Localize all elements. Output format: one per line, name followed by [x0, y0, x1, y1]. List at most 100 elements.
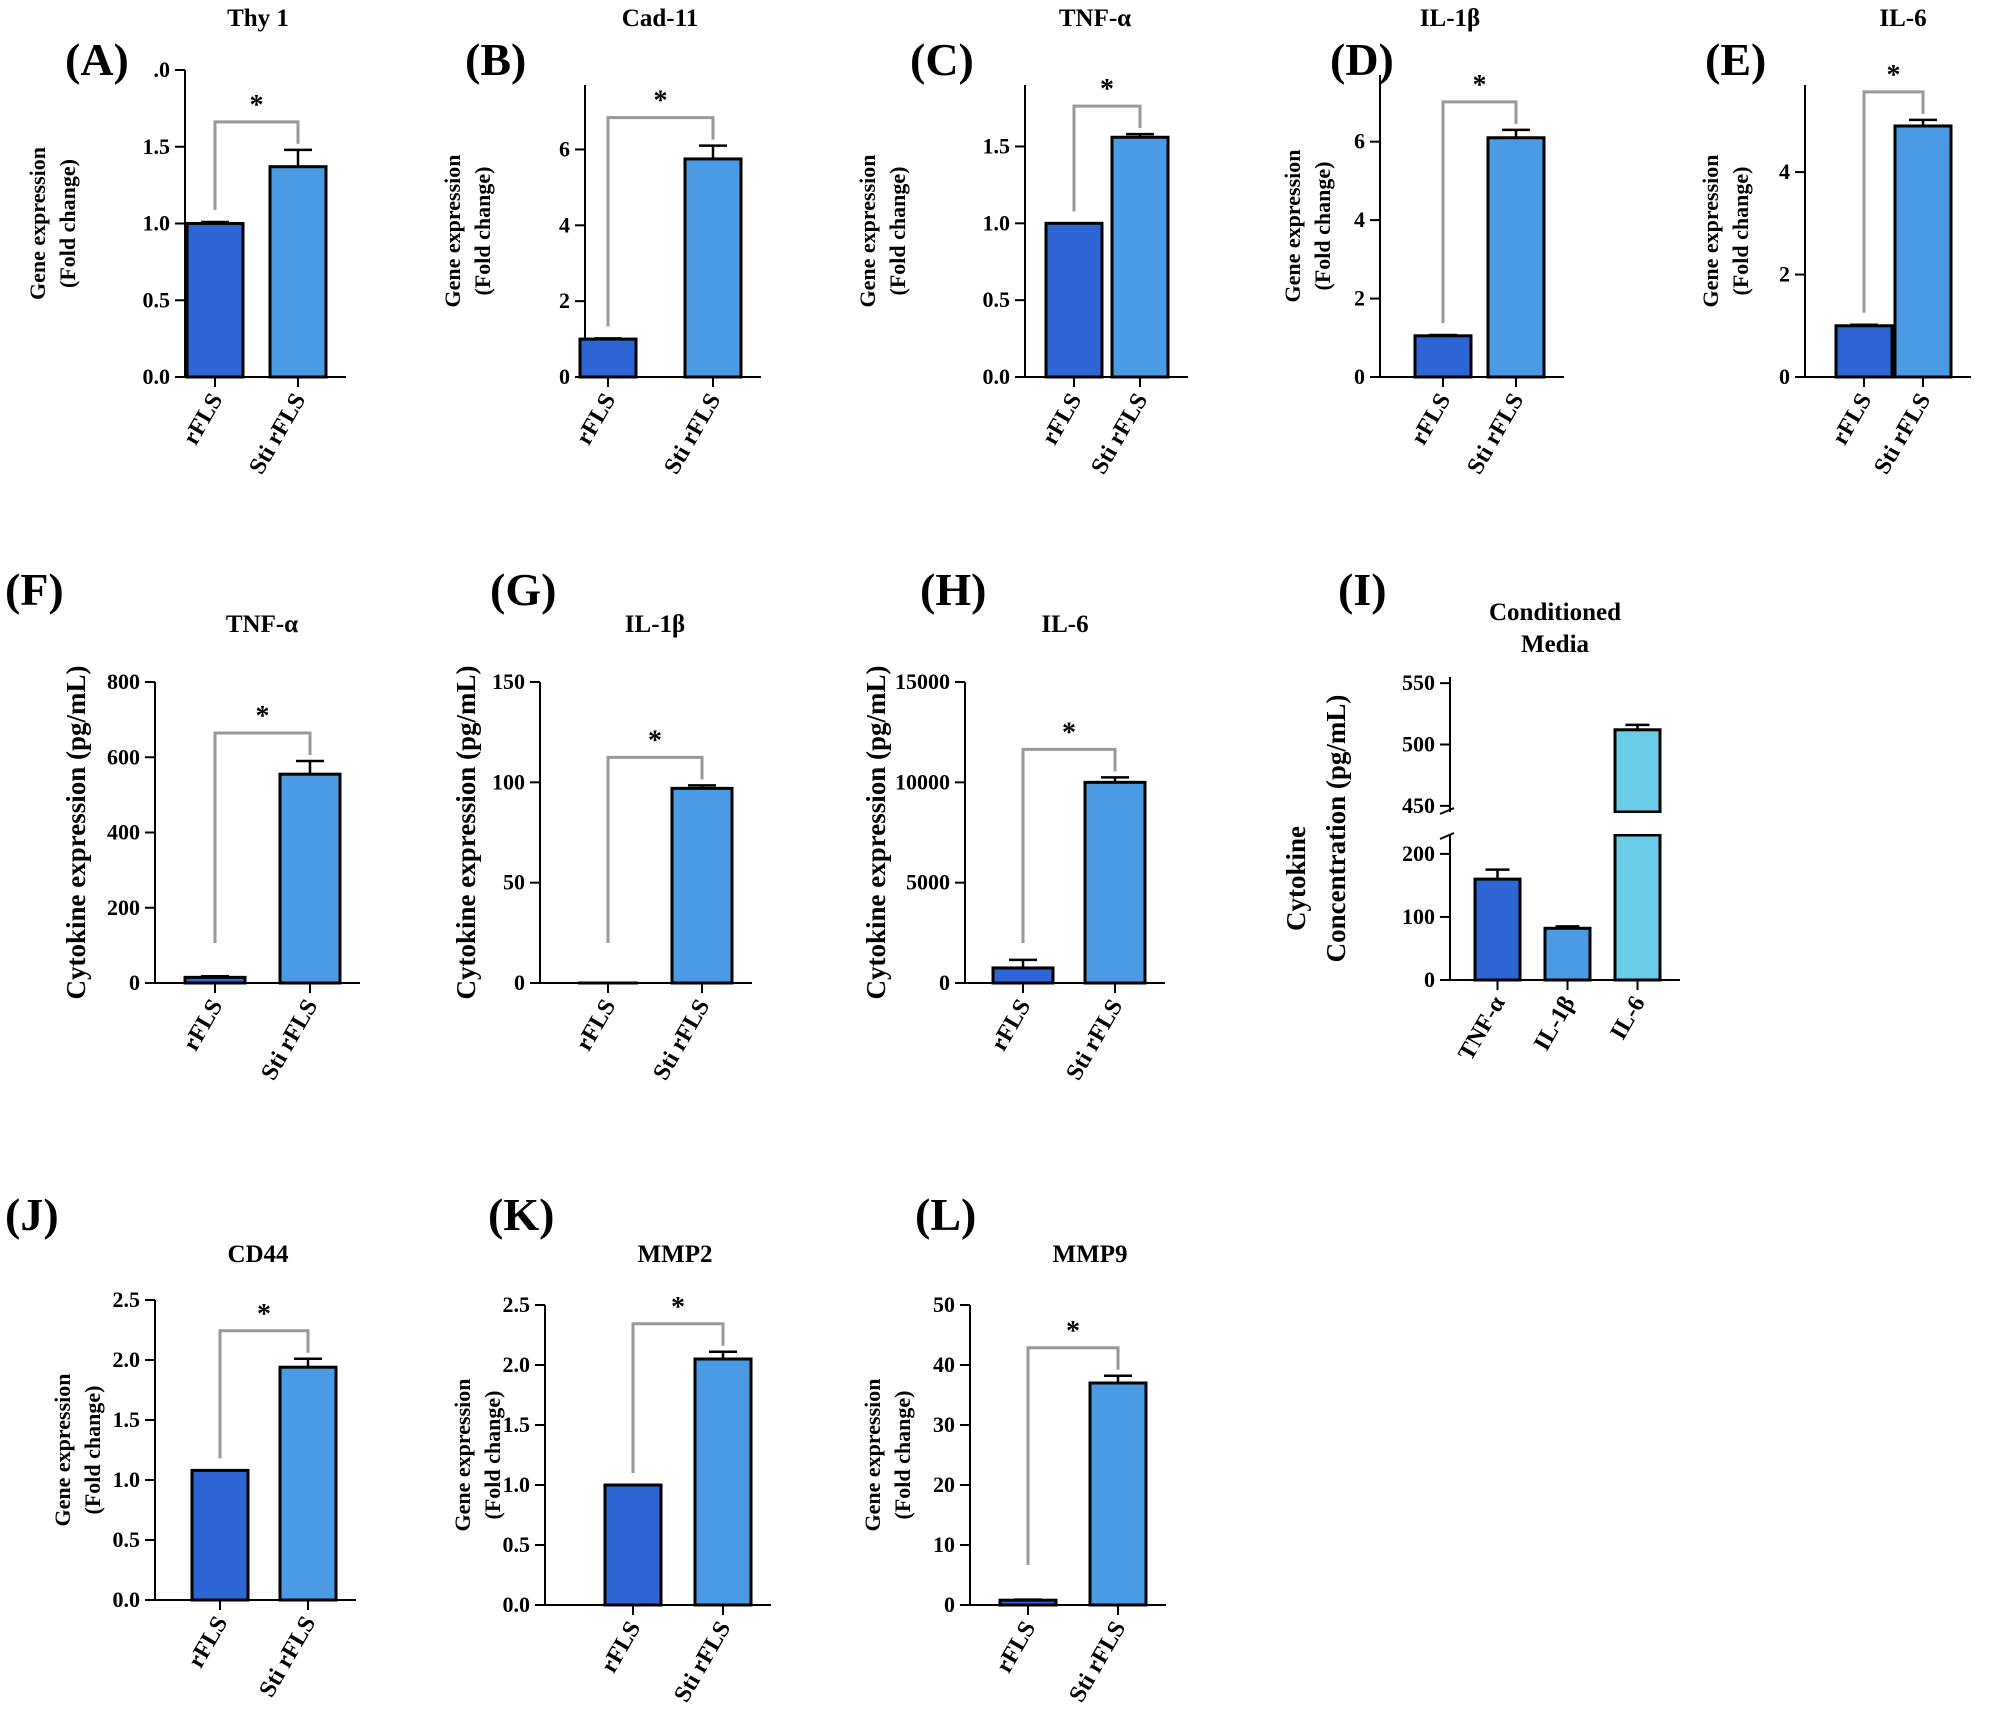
panel-l: (L) MMP9 50 40 30 20 10 0 Gene expression (Fold c… [860, 1189, 1166, 1707]
y-tick-label: 800 [107, 669, 140, 694]
y-tick-label: 550 [1402, 670, 1435, 695]
panel-letter: (H) [920, 564, 986, 615]
y-axis-label: Gene expression [50, 1374, 75, 1527]
significance-bracket [606, 116, 715, 327]
panel-c: (C) TNF-α 1.5 1.0 0.5 0.0 Gene expression (Fold… [855, 5, 1188, 479]
y-tick-label: 0 [1779, 364, 1790, 389]
bar [1613, 728, 1662, 814]
bar [1893, 124, 1953, 379]
x-category-label: rFLS [571, 995, 621, 1055]
y-tick-label: 2.0 [503, 1352, 531, 1377]
x-category-label: Sti rFLS [256, 995, 323, 1085]
y-tick-label: 6 [559, 136, 570, 161]
y-tick-label: 0 [944, 1592, 955, 1617]
y-axis-label: (Fold change) [55, 159, 80, 288]
y-tick-label: 1.0 [983, 210, 1011, 235]
significance-bracket [1072, 104, 1142, 212]
y-tick-label: 2 [1779, 262, 1790, 287]
panel-letter: (J) [5, 1189, 59, 1240]
bar [1413, 334, 1473, 379]
panel-a: (A) Thy 1 .0 1.5 1.0 0.5 0.0 Gene expression (Fo… [25, 5, 346, 479]
x-category-label: rFLS [986, 995, 1036, 1055]
y-tick-label: 0 [129, 970, 140, 995]
y-axis-label: Cytokine [1281, 826, 1311, 931]
y-tick-label: 50 [933, 1292, 955, 1317]
panel-k: (K) MMP2 2.5 2.0 1.5 1.0 0.5 0.0 Gene expression… [450, 1189, 771, 1707]
significance-star: * [1473, 70, 1487, 101]
bar [670, 786, 734, 985]
axis-break-mark [1439, 832, 1455, 840]
y-axis-label: (Fold change) [470, 167, 495, 296]
significance-star: * [648, 725, 662, 756]
x-category-label: Sti rFLS [1086, 389, 1153, 479]
chart-title: IL-1β [625, 611, 685, 638]
y-axis-label: Gene expression [450, 1379, 475, 1532]
y-tick-label: 600 [107, 744, 140, 769]
chart-title: MMP2 [638, 1241, 713, 1268]
chart-title: CD44 [227, 1241, 289, 1268]
panel-letter: (G) [490, 564, 556, 615]
y-tick-label: 40 [933, 1352, 955, 1377]
y-axis-label: Cytokine expression (pg/mL) [861, 665, 891, 999]
chart-title: Conditioned [1489, 599, 1621, 626]
y-tick-label: 200 [107, 895, 140, 920]
x-category-label: rFLS [571, 389, 621, 449]
x-category-label: Sti rFLS [1462, 389, 1529, 479]
y-tick-label: 4 [1779, 159, 1790, 184]
y-tick-label: 0.5 [503, 1532, 531, 1557]
panel-letter: (D) [1330, 34, 1394, 85]
significance-bracket [218, 1329, 310, 1459]
bar [1044, 221, 1104, 379]
x-category-label: rFLS [183, 1612, 233, 1672]
x-category-label: rFLS [178, 389, 228, 449]
y-axis-label: (Fold change) [890, 1391, 915, 1520]
x-category-label: Sti rFLS [648, 995, 715, 1085]
bar [1083, 780, 1147, 985]
chart-title: IL-6 [1041, 611, 1088, 638]
x-category-label: rFLS [1406, 389, 1456, 449]
y-axis-label: (Fold change) [1728, 167, 1753, 296]
bar [683, 157, 743, 379]
axis-break-mark [1439, 807, 1455, 815]
y-axis-label: Cytokine expression (pg/mL) [451, 665, 481, 999]
y-tick-label: 50 [503, 870, 525, 895]
panel-letter: (K) [488, 1189, 554, 1240]
y-tick-label: 0.0 [983, 364, 1011, 389]
y-tick-label: 30 [933, 1412, 955, 1437]
significance-star: * [256, 701, 270, 732]
x-category-label: IL-1β [1529, 992, 1581, 1055]
y-tick-label: 0.5 [143, 287, 171, 312]
y-tick-label: 1.5 [983, 133, 1011, 158]
significance-star: * [654, 86, 668, 117]
significance-star: * [1062, 717, 1076, 748]
chart-title: MMP9 [1053, 1241, 1128, 1268]
y-tick-label: 1.5 [503, 1412, 531, 1437]
y-axis-label: Cytokine expression (pg/mL) [61, 665, 91, 999]
x-category-label: Sti rFLS [659, 389, 726, 479]
significance-star: * [1066, 1316, 1080, 1347]
y-tick-label: 4 [1354, 207, 1365, 232]
significance-star: * [671, 1292, 685, 1323]
bar [1543, 926, 1592, 982]
bar [1088, 1381, 1148, 1607]
y-tick-label: 0 [514, 970, 525, 995]
y-tick-label: 2.5 [113, 1287, 141, 1312]
bar [278, 1365, 338, 1602]
y-tick-label: 2.5 [503, 1292, 531, 1317]
chart-title: IL-1β [1420, 5, 1480, 32]
panel-g: (G) IL-1β 150 100 50 0 Cytokine expression (pg… [451, 564, 752, 1085]
y-tick-label: 0.0 [143, 364, 171, 389]
y-tick-label: 1.0 [113, 1467, 141, 1492]
x-category-label: Sti rFLS [244, 389, 311, 479]
significance-bracket [606, 755, 704, 943]
panel-letter: (L) [915, 1189, 976, 1240]
panel-j: (J) CD44 2.5 2.0 1.5 1.0 0.5 0.0 Gene expression… [5, 1189, 356, 1702]
panel-letter: (F) [5, 564, 64, 615]
significance-star: * [1100, 74, 1114, 105]
bar [1834, 324, 1894, 379]
panel-h: (H) IL-6 15000 10000 5000 0 Cytokine expressio… [861, 564, 1165, 1085]
panel-letter: (B) [465, 34, 526, 85]
bar [268, 165, 328, 379]
y-tick-label: 450 [1402, 793, 1435, 818]
